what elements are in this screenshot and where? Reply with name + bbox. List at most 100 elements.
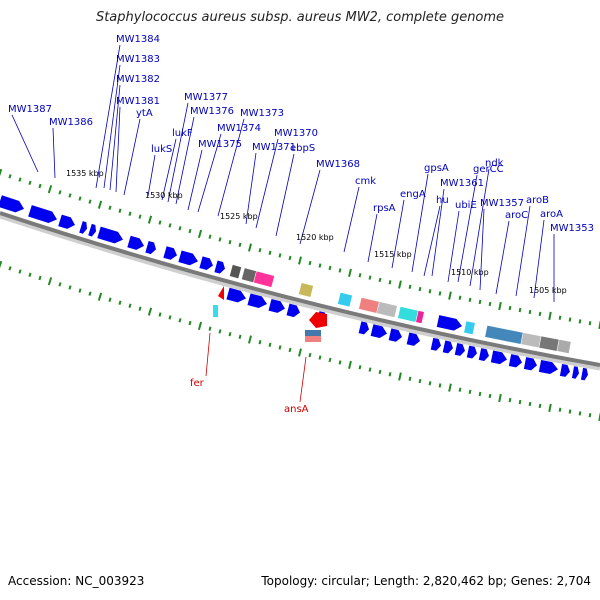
scale-tick — [208, 234, 212, 239]
scale-tick — [138, 214, 142, 219]
label-connector — [515, 205, 531, 297]
label-connector — [411, 173, 429, 273]
forward-genes — [0, 195, 572, 354]
scale-tick-label: 1530 kbp — [145, 191, 183, 200]
reverse-scale-ticks — [0, 260, 600, 422]
outer-scale-ticks — [0, 168, 600, 330]
label-connector — [95, 44, 121, 189]
scale-tick — [408, 376, 412, 381]
scale-tick — [278, 345, 282, 350]
label-connector — [343, 186, 360, 253]
forward-gene-arrow — [436, 315, 462, 331]
scale-tick — [138, 306, 142, 311]
scale-tick — [398, 372, 402, 381]
scale-tick — [358, 273, 362, 278]
scale-tick — [197, 321, 203, 331]
scale-tick — [488, 301, 492, 307]
scale-tick — [458, 387, 462, 392]
label-connector — [103, 64, 121, 189]
gene-label: MW1357 — [480, 198, 524, 209]
reverse-gene-label: fer — [190, 378, 205, 389]
scale-tick-label: 1520 kbp — [296, 233, 334, 242]
scale-tick — [298, 256, 302, 265]
forward-gene-arrow — [508, 354, 523, 368]
forward-gene-arrow — [79, 221, 88, 234]
forward-gene-arrow — [214, 260, 226, 274]
label-connector — [423, 205, 441, 277]
scale-tick — [47, 185, 53, 194]
scale-tick — [548, 403, 552, 412]
gene-label: ebpS — [290, 143, 315, 154]
scale-tick — [18, 177, 22, 182]
gene-label: MW1382 — [116, 74, 160, 85]
scale-tick — [528, 401, 532, 407]
scale-tick — [97, 200, 103, 209]
forward-gene-arrow — [145, 240, 156, 255]
forward-gene-arrow — [580, 367, 589, 381]
forward-gene-arrow — [163, 246, 177, 260]
gene-label: ytA — [136, 108, 153, 119]
forward-gene-arrow — [571, 366, 579, 379]
label-connector — [479, 208, 485, 291]
gene-label: gerCC — [473, 164, 504, 175]
scale-tick — [268, 342, 272, 347]
scale-tick — [128, 211, 132, 216]
forward-gene-arrow — [358, 321, 370, 335]
gene-label: MW1375 — [198, 139, 242, 150]
forward-gene-arrow — [556, 339, 572, 354]
label-connector — [197, 133, 222, 213]
scale-tick — [18, 269, 22, 274]
scale-tick — [108, 205, 112, 210]
gene-label: MW1377 — [184, 92, 228, 103]
scale-tick — [518, 307, 522, 313]
gene-label: MW1361 — [440, 178, 484, 189]
forward-gene-arrow — [406, 332, 421, 346]
scale-tick — [197, 229, 203, 239]
label-connector — [205, 332, 211, 377]
label-connector — [161, 138, 177, 201]
scale-tick — [458, 295, 462, 300]
label-connector — [52, 127, 56, 179]
label-connector — [457, 174, 478, 283]
gene-label: MW1370 — [274, 128, 318, 139]
scale-tick — [28, 180, 32, 185]
forward-gene-arrow — [484, 325, 524, 345]
gene-label: MW1371 — [252, 142, 296, 153]
scale-tick — [368, 275, 372, 280]
forward-gene-arrow — [178, 250, 199, 266]
scale-tick-label: 1525 kbp — [220, 212, 258, 221]
gene-label: cmk — [355, 176, 376, 187]
scale-tick — [348, 268, 352, 277]
forward-gene-arrow — [58, 214, 76, 229]
scale-tick — [147, 215, 153, 224]
gene-label: ubiE — [455, 200, 477, 211]
scale-tick — [168, 223, 172, 228]
scale-tick — [248, 243, 252, 252]
reverse-gene-block — [305, 330, 321, 336]
forward-gene-arrow — [559, 364, 571, 377]
scale-tick — [488, 393, 492, 399]
forward-gene-arrow — [199, 256, 214, 270]
reverse-gene-arrow — [309, 312, 327, 328]
label-connector — [469, 168, 490, 287]
reverse-gene-labels: fer ansA — [190, 332, 309, 415]
scale-tick — [418, 378, 422, 384]
scale-tick — [147, 307, 153, 316]
forward-gene-arrow — [127, 235, 145, 250]
scale-tick — [378, 369, 382, 375]
forward-gene-arrow — [466, 345, 477, 359]
label-connector — [245, 152, 257, 225]
gene-label: MW1384 — [116, 34, 160, 45]
scale-tick — [518, 399, 522, 405]
scale-tick — [388, 280, 392, 285]
forward-gene-arrow — [388, 328, 403, 342]
forward-gene-arrow — [97, 226, 123, 244]
scale-tick — [108, 297, 112, 302]
scale-tick — [348, 360, 352, 369]
scale-tick — [0, 260, 3, 270]
scale-tick — [528, 309, 532, 315]
label-connectors — [11, 44, 555, 302]
scale-tick — [158, 220, 162, 225]
accession-label: Accession: NC_003923 — [8, 574, 145, 588]
